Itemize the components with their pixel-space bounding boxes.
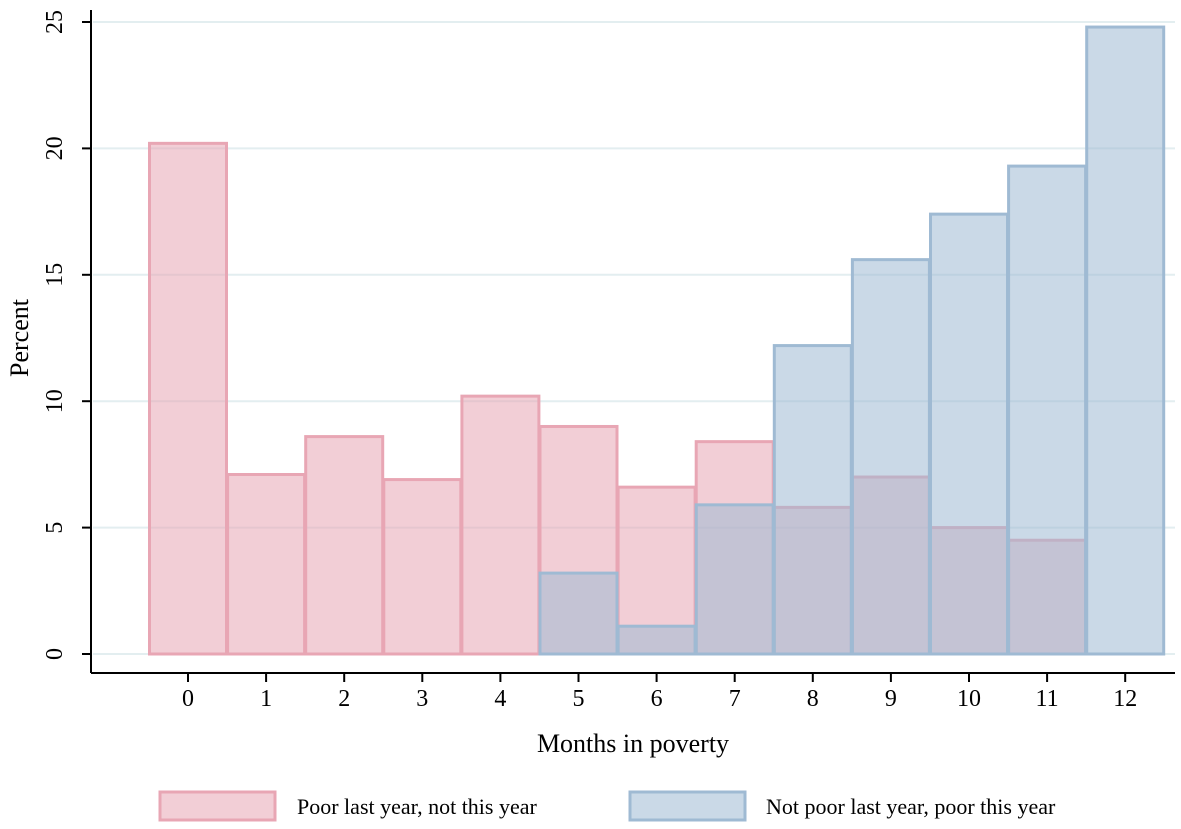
bar-series-2-11: [1007, 164, 1088, 656]
y-tick-label: 15: [42, 263, 68, 287]
y-tick-label: 0: [42, 648, 68, 660]
y-tick-label: 10: [42, 389, 68, 413]
bar-series-1-3: [382, 478, 463, 656]
legend: Poor last year, not this year Not poor la…: [158, 790, 1056, 822]
bar-series-1-2: [304, 435, 385, 656]
x-tick-label: 5: [573, 686, 585, 712]
x-tick-label: 0: [182, 686, 194, 712]
legend-label-2: Not poor last year, poor this year: [766, 794, 1056, 819]
legend-label-1: Poor last year, not this year: [297, 794, 538, 819]
x-tick-label: 9: [885, 686, 897, 712]
x-tick-label: 2: [338, 686, 350, 712]
x-tick-label: 3: [416, 686, 428, 712]
bar-series-2-8: [772, 344, 853, 656]
bar-series-2-6: [616, 624, 697, 656]
x-tick-label: 12: [1113, 686, 1137, 712]
bar-series-2-5: [538, 571, 619, 656]
x-tick-label: 10: [957, 686, 981, 712]
x-tick-label: 8: [807, 686, 819, 712]
bar-series-1-0: [148, 141, 228, 656]
x-tick-label: 11: [1036, 686, 1059, 712]
legend-swatch-2: [628, 790, 747, 822]
bar-series-2-12: [1085, 25, 1166, 656]
x-tick-label: 6: [651, 686, 663, 712]
y-axis-title: Percent: [5, 298, 34, 377]
bar-series-1-4: [460, 394, 541, 656]
bar-series-2-7: [694, 503, 775, 656]
bar-series-2-9: [850, 258, 931, 656]
y-tick-label: 25: [42, 10, 68, 34]
y-tick-label: 5: [42, 522, 68, 534]
bars: [148, 25, 1166, 656]
x-tick-label: 7: [729, 686, 741, 712]
y-tick-label: 20: [42, 136, 68, 160]
legend-swatch-1: [158, 790, 277, 822]
x-axis-title: Months in poverty: [537, 729, 729, 758]
x-tick-label: 1: [260, 686, 272, 712]
bar-series-2-10: [929, 212, 1009, 656]
bar-series-1-1: [226, 473, 307, 656]
x-tick-label: 4: [494, 686, 506, 712]
